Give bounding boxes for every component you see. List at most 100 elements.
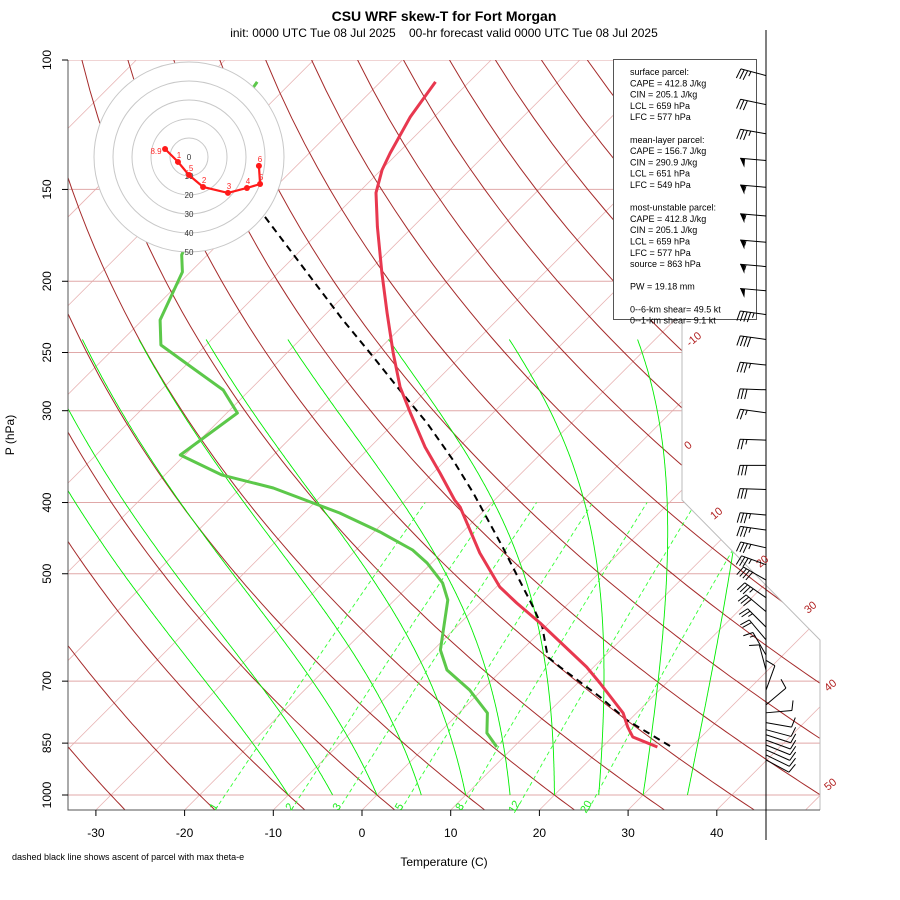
barb-feather	[736, 526, 741, 537]
barb-feather	[743, 130, 748, 141]
x-tick-label: -20	[176, 826, 194, 840]
barb-feather	[737, 488, 741, 499]
barb-feather	[737, 465, 741, 476]
wind-barb	[737, 388, 767, 400]
hodograph-point-label: 8.9	[150, 147, 162, 156]
barb-shaft	[765, 722, 792, 728]
info-line: CAPE = 412.8 J/kg	[630, 214, 706, 224]
barb-half-feather	[748, 613, 753, 617]
mixing-ratio-line	[338, 502, 537, 810]
barb-feather	[791, 717, 796, 728]
barb-shaft	[739, 438, 767, 441]
wind-barb	[736, 98, 767, 111]
barb-shaft	[740, 213, 767, 217]
mixing-ratio-label: 5	[393, 801, 406, 812]
mixing-ratio-line	[587, 502, 761, 810]
wind-barb	[735, 68, 767, 81]
axes: 1 2 3 5 8 12 201001502002503004005007008501000…	[40, 50, 724, 840]
sounding-traces	[158, 81, 673, 749]
barb-shaft	[740, 68, 767, 77]
info-line: CIN = 205.1 J/kg	[630, 225, 697, 235]
mixing-ratio-label: 20	[578, 799, 595, 816]
moist-adiabat-line	[81, 339, 378, 796]
barb-pennant	[740, 158, 746, 168]
barb-feather	[790, 733, 797, 744]
hodograph-point	[255, 162, 262, 169]
barb-feather	[788, 757, 796, 767]
barb-feather	[737, 594, 747, 602]
hodograph-point	[200, 184, 207, 191]
barb-shaft	[739, 488, 767, 490]
barb-half-feather	[748, 130, 752, 137]
wind-barb	[765, 700, 794, 714]
x-tick-label: -10	[265, 826, 283, 840]
parcel-trace	[264, 216, 673, 748]
info-line: source = 863 hPa	[630, 259, 701, 269]
info-line: LFC = 577 hPa	[630, 248, 691, 258]
wind-barb	[736, 128, 767, 141]
barb-feather	[742, 557, 749, 568]
hodograph-point-label: 6	[258, 155, 263, 164]
wind-barb	[737, 594, 767, 613]
dry-adiabat-line	[68, 60, 126, 810]
barb-half-feather	[749, 588, 754, 593]
barb-feather	[735, 68, 742, 79]
barb-feather	[740, 362, 745, 373]
wind-barb	[740, 239, 767, 250]
plot-axes-frame	[67, 60, 820, 811]
wind-barb	[765, 744, 797, 756]
info-line: LCL = 651 hPa	[630, 169, 690, 179]
barb-shaft	[765, 729, 792, 737]
x-axis-label: Temperature (C)	[400, 855, 487, 869]
chart-subtitle: init: 0000 UTC Tue 08 Jul 2025 00-hr for…	[230, 26, 658, 40]
moist-adiabat-line	[287, 339, 511, 795]
wind-barb	[740, 184, 767, 195]
wind-barb	[736, 525, 767, 538]
wind-barb	[765, 659, 776, 691]
barb-feather	[789, 751, 797, 761]
y-tick-label: 1000	[40, 781, 54, 808]
mixing-ratio-label: 1	[207, 801, 220, 812]
barb-shaft	[740, 157, 767, 162]
info-line: CIN = 290.9 J/kg	[630, 157, 697, 167]
hodograph-point-label: .5	[187, 164, 194, 173]
info-line: CIN = 205.1 J/kg	[630, 90, 697, 100]
dry-adiabat-line	[357, 60, 820, 810]
wind-barb	[765, 739, 797, 750]
info-line: LFC = 577 hPa	[630, 112, 691, 122]
dry-adiabat-line	[68, 60, 306, 810]
y-tick-label: 400	[40, 492, 54, 512]
barb-feather	[743, 311, 748, 322]
barb-pennant	[740, 185, 746, 195]
barb-feather	[736, 541, 742, 552]
wind-barb	[736, 310, 767, 323]
barb-feather	[736, 310, 741, 321]
wind-barb	[736, 512, 767, 524]
barb-shaft	[765, 759, 790, 773]
barb-shaft	[740, 239, 767, 243]
wind-barb	[749, 644, 767, 671]
barb-feather	[740, 388, 745, 400]
hodograph-ring	[93, 61, 285, 253]
barb-shaft	[765, 710, 792, 714]
barb-shaft	[765, 687, 787, 706]
mixing-ratio-label: 12	[506, 799, 523, 816]
barb-feather	[788, 763, 796, 773]
barb-feather	[737, 388, 741, 399]
y-axis-label: P (hPa)	[3, 415, 17, 455]
isotherm-label: 40	[822, 677, 839, 694]
y-tick-label: 300	[40, 400, 54, 420]
wind-barb	[740, 157, 767, 168]
barb-shaft	[758, 644, 767, 671]
hodograph-ring-label: 0	[187, 153, 192, 162]
barb-shaft	[744, 582, 767, 599]
barb-shaft	[740, 287, 767, 292]
hodograph-point	[162, 146, 169, 153]
moist-adiabat-line	[138, 339, 422, 796]
isotherm-label: 30	[802, 599, 819, 616]
barb-feather	[790, 727, 797, 737]
barb-shaft	[740, 98, 767, 106]
barb-half-feather	[744, 264, 747, 270]
